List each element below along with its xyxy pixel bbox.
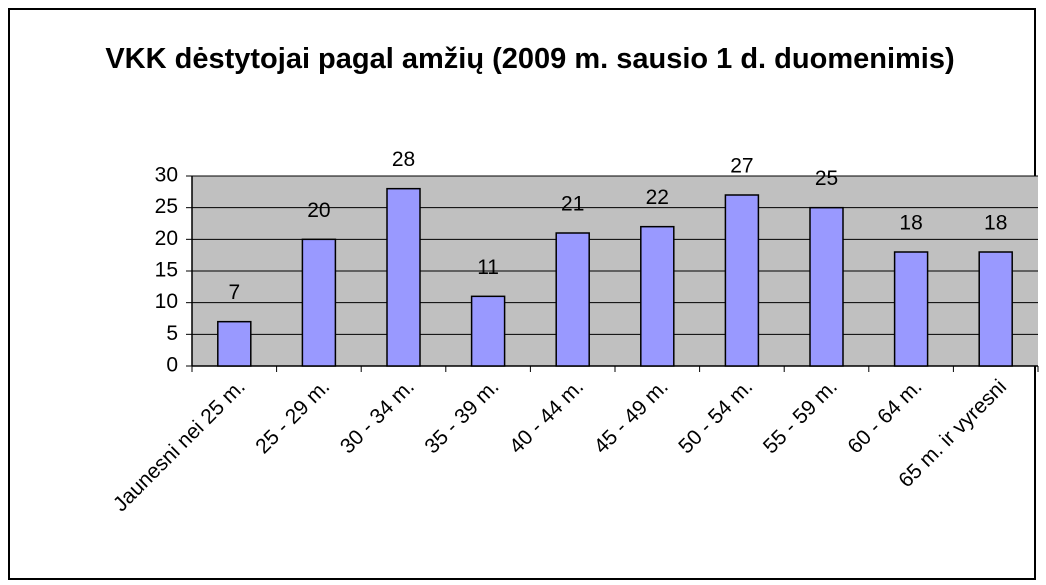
bar: [978, 251, 1013, 367]
x-tick-label: 40 - 44 m.: [505, 375, 588, 458]
bar: [640, 225, 675, 367]
data-label: 28: [392, 148, 415, 171]
data-label: 22: [646, 186, 669, 209]
bar: [470, 295, 506, 367]
x-tick-label: 60 - 64 m.: [843, 375, 926, 458]
x-tick-label: 30 - 34 m.: [336, 375, 419, 458]
bar: [809, 206, 844, 367]
x-tick-label: 55 - 59 m.: [759, 375, 842, 458]
chart-title: VKK dėstytojai pagal amžių (2009 m. saus…: [105, 43, 955, 75]
data-label: 20: [307, 199, 330, 222]
y-tick-label: 10: [155, 290, 178, 313]
y-tick-label: 5: [166, 322, 178, 345]
data-label: 18: [984, 212, 1007, 235]
y-tick-label: 15: [155, 259, 178, 282]
bar: [386, 187, 421, 367]
y-tick-label: 20: [155, 227, 178, 250]
bar: [301, 238, 337, 367]
x-tick-label: 45 - 49 m.: [590, 375, 673, 458]
data-label: 25: [815, 167, 838, 190]
y-tick-label: 30: [155, 164, 178, 187]
bar: [555, 232, 590, 367]
x-tick-label: Jaunesni nei 25 m.: [109, 375, 250, 516]
x-tick-label: 50 - 54 m.: [674, 375, 757, 458]
bar: [217, 320, 252, 367]
data-label: 11: [477, 256, 499, 279]
y-tick-label: 0: [166, 354, 178, 377]
bar: [724, 194, 760, 367]
y-tick-label: 25: [155, 195, 178, 218]
data-label: 18: [899, 212, 922, 235]
bar: [893, 251, 929, 367]
data-label: 7: [228, 281, 240, 304]
x-tick-label: 25 - 29 m.: [251, 375, 334, 458]
data-label: 21: [561, 193, 584, 216]
x-tick-label: 35 - 39 m.: [420, 375, 503, 458]
data-label: 27: [730, 155, 753, 178]
